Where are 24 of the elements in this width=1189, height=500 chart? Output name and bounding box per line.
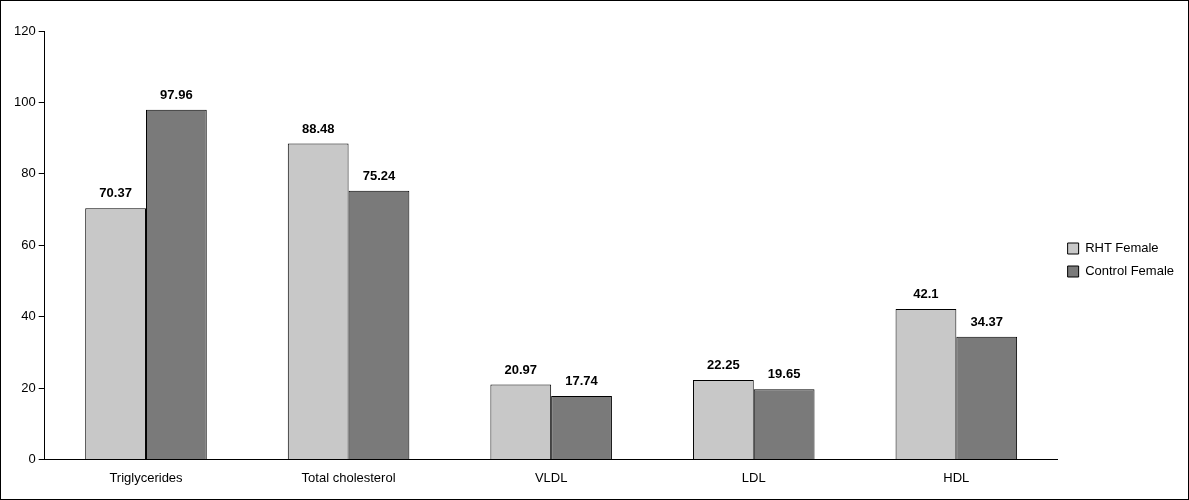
x-tick-label: Total cholesterol <box>301 469 396 485</box>
data-label: 88.48 <box>301 120 335 136</box>
legend-label: RHT Female <box>1085 240 1159 256</box>
data-label: 19.65 <box>767 366 801 382</box>
y-tick-label: 40 <box>21 308 36 324</box>
legend-label: Control Female <box>1085 263 1175 279</box>
data-label: 97.96 <box>160 86 193 102</box>
y-tick-label: 20 <box>21 379 36 395</box>
y-tick-label: 100 <box>13 93 36 109</box>
y-tick-label: 60 <box>21 236 36 252</box>
y-tick-label: 0 <box>28 450 36 466</box>
data-label: 70.37 <box>99 185 132 201</box>
x-tick-label: VLDL <box>534 469 568 485</box>
data-label: 17.74 <box>565 373 599 389</box>
x-tick-label: LDL <box>741 469 766 485</box>
x-tick-label: Triglycerides <box>109 469 184 485</box>
data-label: 75.24 <box>362 167 396 183</box>
x-tick-label: HDL <box>943 469 970 485</box>
data-label: 20.97 <box>504 361 538 377</box>
y-tick-label: 80 <box>21 165 36 181</box>
y-tick-label: 120 <box>13 22 36 38</box>
data-label: 34.37 <box>970 313 1003 329</box>
data-label: 42.1 <box>913 286 939 302</box>
data-label: 22.25 <box>707 357 740 373</box>
